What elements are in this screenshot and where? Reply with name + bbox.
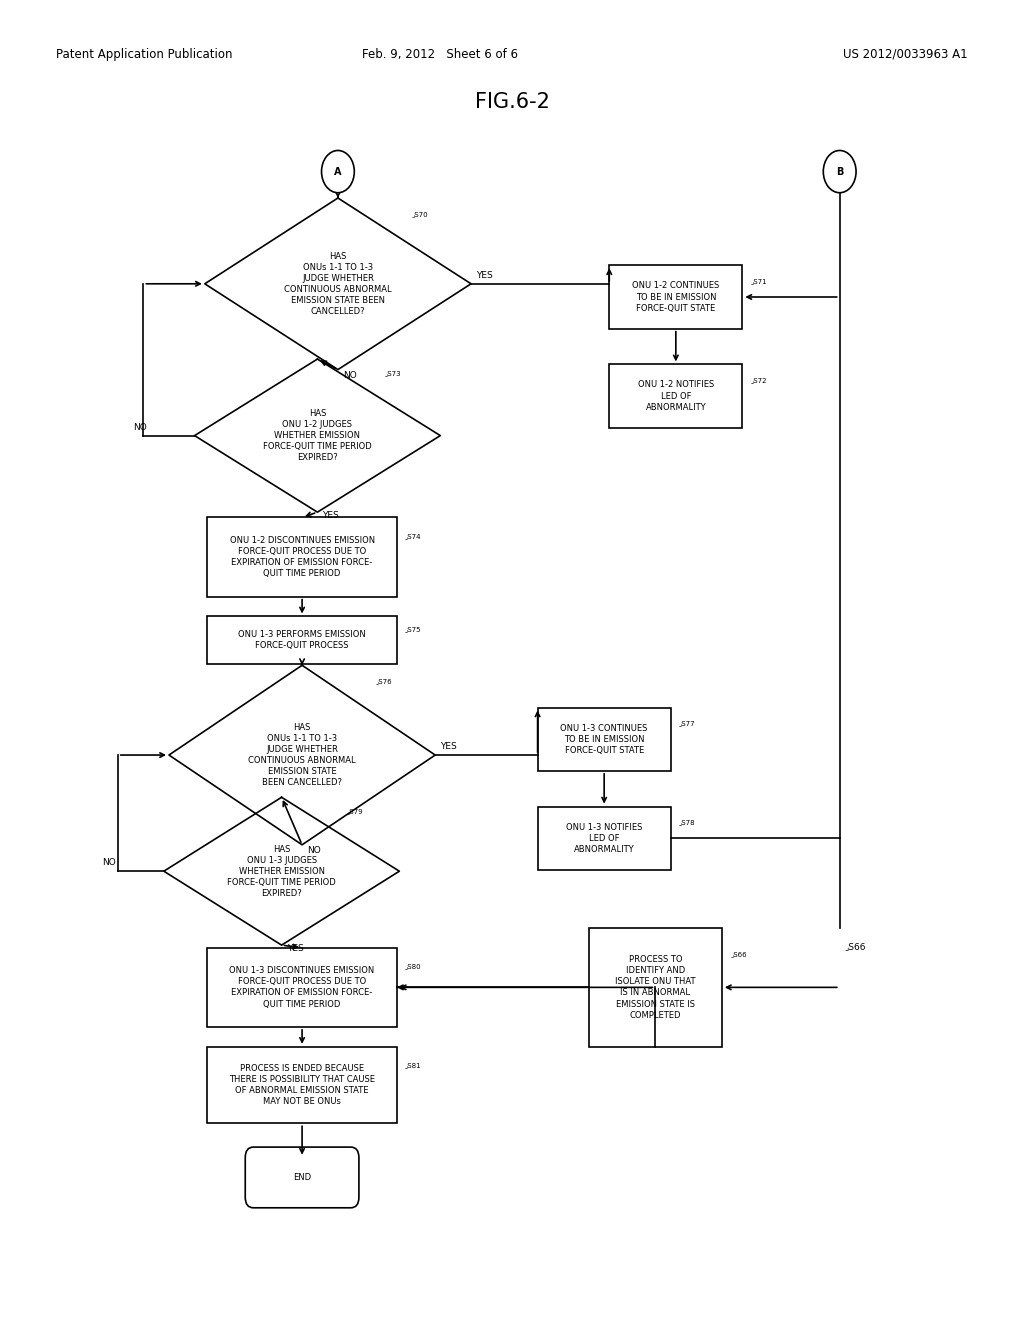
Text: YES: YES [287, 944, 303, 953]
Text: ⌟S66: ⌟S66 [845, 942, 866, 952]
Circle shape [823, 150, 856, 193]
Text: HAS
ONU 1-2 JUDGES
WHETHER EMISSION
FORCE-QUIT TIME PERIOD
EXPIRED?: HAS ONU 1-2 JUDGES WHETHER EMISSION FORC… [263, 409, 372, 462]
Text: A: A [334, 166, 342, 177]
Bar [207, 616, 396, 664]
Bar [589, 928, 722, 1047]
Bar [207, 517, 396, 597]
Polygon shape [164, 797, 399, 945]
Bar [207, 948, 396, 1027]
Text: NO: NO [102, 858, 116, 867]
Polygon shape [169, 665, 435, 845]
Text: ⌟S73: ⌟S73 [385, 371, 401, 376]
Text: NO: NO [307, 846, 321, 855]
Text: B: B [836, 166, 844, 177]
Text: ONU 1-2 CONTINUES
TO BE IN EMISSION
FORCE-QUIT STATE: ONU 1-2 CONTINUES TO BE IN EMISSION FORC… [632, 281, 720, 313]
Text: ONU 1-3 DISCONTINUES EMISSION
FORCE-QUIT PROCESS DUE TO
EXPIRATION OF EMISSION F: ONU 1-3 DISCONTINUES EMISSION FORCE-QUIT… [229, 966, 375, 1008]
Text: YES: YES [476, 271, 493, 280]
Text: ⌟S76: ⌟S76 [375, 678, 392, 685]
Text: END: END [293, 1173, 311, 1181]
Text: HAS
ONUs 1-1 TO 1-3
JUDGE WHETHER
CONTINUOUS ABNORMAL
EMISSION STATE BEEN
CANCEL: HAS ONUs 1-1 TO 1-3 JUDGE WHETHER CONTIN… [284, 252, 392, 315]
Circle shape [322, 150, 354, 193]
Text: NO: NO [343, 371, 356, 380]
Bar [609, 265, 742, 329]
Text: US 2012/0033963 A1: US 2012/0033963 A1 [843, 48, 968, 61]
Text: Feb. 9, 2012   Sheet 6 of 6: Feb. 9, 2012 Sheet 6 of 6 [362, 48, 518, 61]
Text: ⌟S77: ⌟S77 [679, 721, 695, 726]
Text: ⌟S78: ⌟S78 [679, 820, 695, 825]
Text: HAS
ONU 1-3 JUDGES
WHETHER EMISSION
FORCE-QUIT TIME PERIOD
EXPIRED?: HAS ONU 1-3 JUDGES WHETHER EMISSION FORC… [227, 845, 336, 898]
Text: Patent Application Publication: Patent Application Publication [56, 48, 232, 61]
Text: ⌟S66: ⌟S66 [730, 952, 746, 958]
Bar [538, 708, 671, 771]
Bar [538, 807, 671, 870]
FancyBboxPatch shape [246, 1147, 358, 1208]
Text: ⌟S74: ⌟S74 [404, 533, 422, 540]
Text: YES: YES [440, 742, 457, 751]
Text: ⌟S79: ⌟S79 [346, 808, 362, 814]
Text: ⌟S80: ⌟S80 [404, 964, 422, 970]
Text: YES: YES [323, 511, 339, 520]
Text: ⌟S71: ⌟S71 [751, 279, 767, 284]
Text: ONU 1-2 DISCONTINUES EMISSION
FORCE-QUIT PROCESS DUE TO
EXPIRATION OF EMISSION F: ONU 1-2 DISCONTINUES EMISSION FORCE-QUIT… [229, 536, 375, 578]
Bar [609, 364, 742, 428]
Text: ONU 1-3 PERFORMS EMISSION
FORCE-QUIT PROCESS: ONU 1-3 PERFORMS EMISSION FORCE-QUIT PRO… [239, 630, 366, 651]
Text: FIG.6-2: FIG.6-2 [474, 92, 550, 112]
Text: PROCESS IS ENDED BECAUSE
THERE IS POSSIBILITY THAT CAUSE
OF ABNORMAL EMISSION ST: PROCESS IS ENDED BECAUSE THERE IS POSSIB… [229, 1064, 375, 1106]
Text: ⌟S72: ⌟S72 [751, 378, 767, 383]
Text: ONU 1-3 CONTINUES
TO BE IN EMISSION
FORCE-QUIT STATE: ONU 1-3 CONTINUES TO BE IN EMISSION FORC… [560, 723, 648, 755]
Text: ⌟S81: ⌟S81 [404, 1063, 422, 1068]
Text: ⌟S75: ⌟S75 [404, 626, 422, 632]
Text: PROCESS TO
IDENTIFY AND
ISOLATE ONU THAT
IS IN ABNORMAL
EMISSION STATE IS
COMPLE: PROCESS TO IDENTIFY AND ISOLATE ONU THAT… [615, 956, 695, 1019]
Polygon shape [205, 198, 471, 370]
Polygon shape [195, 359, 440, 512]
Text: ⌟S70: ⌟S70 [412, 211, 428, 216]
Text: HAS
ONUs 1-1 TO 1-3
JUDGE WHETHER
CONTINUOUS ABNORMAL
EMISSION STATE
BEEN CANCEL: HAS ONUs 1-1 TO 1-3 JUDGE WHETHER CONTIN… [248, 723, 356, 787]
Text: ONU 1-3 NOTIFIES
LED OF
ABNORMALITY: ONU 1-3 NOTIFIES LED OF ABNORMALITY [566, 822, 642, 854]
Bar [207, 1047, 396, 1123]
Text: NO: NO [133, 422, 146, 432]
Text: ONU 1-2 NOTIFIES
LED OF
ABNORMALITY: ONU 1-2 NOTIFIES LED OF ABNORMALITY [638, 380, 714, 412]
